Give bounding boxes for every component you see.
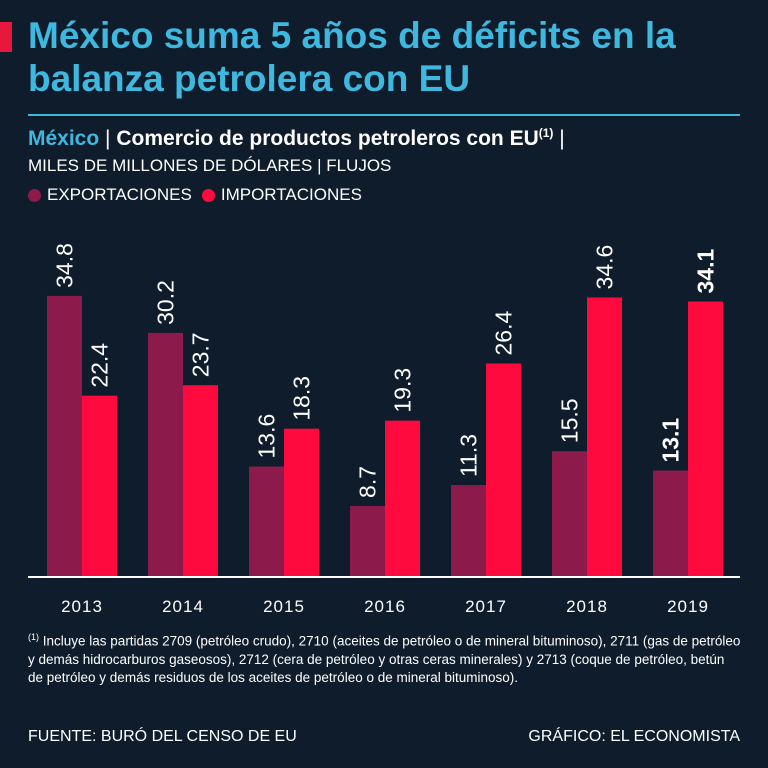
data-label-exports-2018: 15.5	[557, 398, 583, 443]
bar-imports-2013	[82, 395, 117, 576]
bar-exports-2013	[47, 295, 82, 576]
bar-exports-2018	[552, 451, 587, 576]
data-label-imports-2015: 18.3	[289, 376, 315, 421]
data-label-imports-2018: 34.6	[592, 245, 618, 290]
footnote: (1) Incluye las partidas 2709 (petróleo …	[28, 628, 743, 687]
source-label: FUENTE: BURÓ DEL CENSO DE EU	[28, 728, 297, 745]
bar-imports-2014	[183, 385, 218, 576]
bar-imports-2016	[385, 420, 420, 576]
bar-chart: 34.8 22.4 2013 30.2 23.7 2014 13.6 18.3 2015 8.7 1…	[28, 243, 740, 616]
data-label-imports-2019: 34.1	[693, 249, 719, 294]
footnote-text: Incluye las partidas 2709 (petróleo crud…	[28, 633, 741, 685]
chart-title: México suma 5 años de déficits en la bal…	[28, 15, 676, 99]
x-tick-label-2019: 2019	[667, 597, 709, 616]
bar-exports-2017	[451, 485, 486, 576]
bar-exports-2019	[653, 470, 688, 576]
bar-imports-2017	[486, 363, 521, 576]
chart-subtitle: México | Comercio de productos petrolero…	[28, 126, 565, 151]
subtitle-text: Comercio de productos petroleros con EU	[116, 127, 539, 150]
data-label-exports-2013: 34.8	[52, 243, 78, 288]
legend-item-imports: IMPORTACIONES	[201, 185, 362, 205]
bar-imports-2015	[284, 428, 319, 576]
data-label-exports-2015: 13.6	[254, 414, 280, 459]
subtitle-note-marker: (1)	[538, 126, 554, 140]
x-tick-label-2015: 2015	[263, 597, 305, 616]
bar-exports-2015	[249, 466, 284, 576]
legend-label-exports: EXPORTACIONES	[47, 185, 192, 204]
title-accent-bar	[0, 22, 12, 52]
data-label-imports-2016: 19.3	[390, 368, 416, 413]
legend-swatch-imports	[201, 188, 215, 202]
data-label-exports-2017: 11.3	[456, 434, 482, 477]
bar-exports-2016	[350, 505, 385, 576]
footnote-marker: (1)	[28, 632, 39, 642]
data-label-imports-2013: 22.4	[87, 343, 113, 388]
x-tick-label-2016: 2016	[364, 597, 406, 616]
x-tick-label-2013: 2013	[61, 597, 103, 616]
legend-label-imports: IMPORTACIONES	[220, 185, 362, 204]
subtitle-separator-end: |	[559, 127, 565, 150]
x-tick-label-2017: 2017	[465, 597, 507, 616]
bar-exports-2014	[148, 332, 183, 576]
title-divider	[28, 114, 740, 116]
data-label-exports-2019: 13.1	[658, 418, 684, 463]
legend-swatch-exports	[28, 188, 41, 202]
data-label-imports-2014: 23.7	[188, 332, 214, 377]
data-label-exports-2014: 30.2	[153, 280, 179, 325]
data-label-exports-2016: 8.7	[355, 466, 381, 498]
x-tick-label-2018: 2018	[566, 597, 608, 616]
x-tick-label-2014: 2014	[162, 597, 204, 616]
subtitle-country: México	[28, 127, 100, 150]
data-label-imports-2017: 26.4	[491, 311, 517, 356]
units-label: MILES DE MILLONES DE DÓLARES | FLUJOS	[28, 156, 392, 175]
subtitle-separator: |	[105, 127, 111, 150]
legend-item-exports: EXPORTACIONES	[28, 185, 192, 205]
bar-imports-2019	[688, 301, 723, 576]
credit-label: GRÁFICO: EL ECONOMISTA	[528, 728, 740, 745]
chart-legend: EXPORTACIONES IMPORTACIONES	[28, 185, 372, 205]
bar-imports-2018	[587, 297, 622, 576]
